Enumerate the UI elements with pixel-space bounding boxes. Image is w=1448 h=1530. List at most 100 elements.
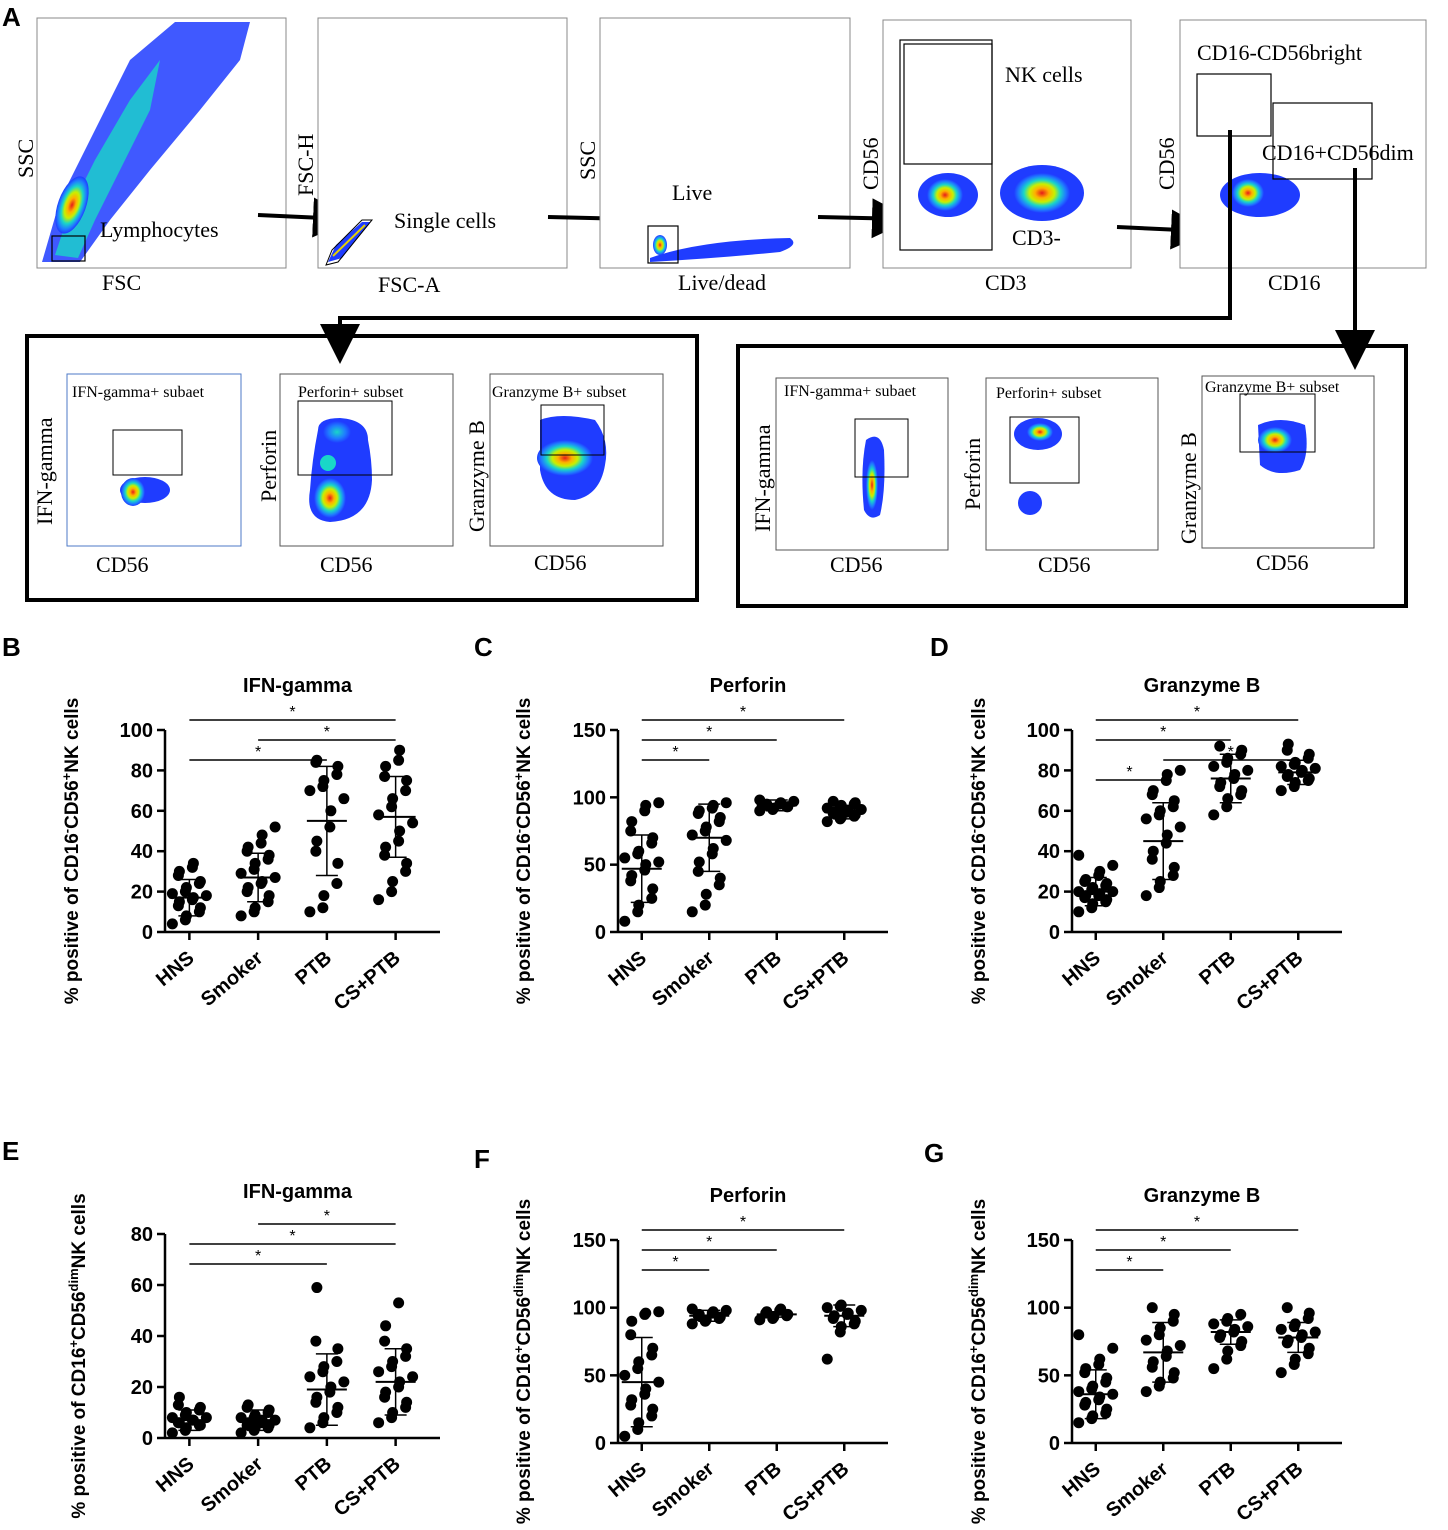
- data-point: [194, 902, 206, 914]
- flow-gate-cd56bright: CD16-CD56bright: [1197, 40, 1362, 65]
- y-axis-label: % positive of CD16+CD56dimNK cells: [511, 1199, 536, 1524]
- data-point: [380, 1386, 392, 1398]
- data-point: [821, 816, 833, 828]
- data-point: [1215, 1329, 1227, 1341]
- flow-sub-ylabel: IFN-gamma: [32, 417, 57, 525]
- significance-star: *: [740, 1214, 746, 1231]
- significance-star: *: [1126, 1254, 1132, 1271]
- data-point: [699, 899, 711, 911]
- x-tick-label: HNS: [604, 947, 650, 991]
- significance-star: *: [1126, 764, 1132, 781]
- chart-c: 0 50 100 150 Perforin % positive of CD16-CD56…: [511, 675, 888, 1015]
- data-point: [821, 1302, 833, 1314]
- data-point: [1101, 1403, 1113, 1415]
- data-point: [1073, 1417, 1085, 1429]
- x-tick-label: Smoker: [648, 947, 719, 1011]
- data-point: [166, 1412, 178, 1424]
- data-point: [640, 859, 652, 871]
- data-point: [373, 1366, 385, 1378]
- y-axis-label: % positive of CD16+CD56dimNK cells: [966, 1199, 991, 1524]
- data-point: [1073, 906, 1085, 918]
- data-point: [393, 835, 405, 847]
- data-point: [1140, 890, 1152, 902]
- x-tick-label: HNS: [604, 1458, 650, 1502]
- data-point: [331, 878, 343, 890]
- data-point: [386, 886, 398, 898]
- data-point: [707, 799, 719, 811]
- x-tick-label: CS+PTB: [778, 947, 853, 1015]
- data-point: [1235, 1308, 1247, 1320]
- significance-star: *: [672, 744, 678, 761]
- x-tick-label: PTB: [1195, 1458, 1240, 1501]
- data-point: [720, 797, 732, 809]
- data-point: [194, 876, 206, 887]
- data-point: [393, 754, 405, 766]
- data-point: [1208, 809, 1220, 821]
- data-point: [256, 876, 268, 887]
- data-point: [1289, 1318, 1301, 1330]
- data-point: [242, 882, 254, 894]
- data-point: [1174, 821, 1186, 833]
- flow-plot-live: Live SSC Live/dead: [575, 17, 851, 295]
- data-point: [626, 816, 638, 828]
- flow-sub-right-ifn: IFN-gamma+ subaet IFN-gamma CD56: [750, 377, 949, 577]
- significance-star: *: [324, 724, 330, 741]
- y-tick-label: 0: [595, 1433, 606, 1455]
- data-point: [394, 744, 406, 756]
- y-axis-label: % positive of CD16-CD56+NK cells: [966, 698, 991, 1005]
- data-point: [1282, 1334, 1294, 1346]
- data-point: [235, 1412, 247, 1424]
- data-point: [693, 856, 705, 868]
- y-tick-label: 100: [1027, 720, 1060, 742]
- flow-sub-ylabel: Perforin: [256, 430, 281, 502]
- data-point: [1161, 768, 1173, 780]
- flow-sub-xlabel: CD56: [1038, 552, 1091, 577]
- chart-title: Perforin: [710, 1185, 787, 1207]
- data-point: [380, 760, 392, 772]
- data-point: [647, 883, 659, 895]
- x-tick-label: CS+PTB: [330, 1453, 405, 1521]
- data-point: [827, 795, 839, 807]
- chart-title: Perforin: [710, 675, 787, 697]
- data-point: [1073, 1329, 1085, 1341]
- flow-sub-title: Perforin+ subset: [298, 384, 404, 401]
- flow-sub-right-perforin: Perforin+ subset Perforin CD56: [960, 377, 1159, 577]
- y-tick-label: 80: [131, 1224, 153, 1246]
- flow-gate-cd56dim: CD16+CD56dim: [1262, 140, 1414, 165]
- x-tick-label: HNS: [1058, 1458, 1104, 1502]
- data-point: [387, 1407, 399, 1418]
- data-point: [1208, 1363, 1220, 1375]
- data-point: [686, 906, 698, 918]
- data-point: [1174, 1340, 1186, 1352]
- significance-star: *: [255, 744, 261, 761]
- data-point: [1154, 805, 1166, 817]
- data-point: [1167, 869, 1179, 881]
- flow-sub-ylabel: Granzyme B: [464, 420, 489, 532]
- data-point: [263, 849, 275, 861]
- data-point: [304, 1371, 316, 1383]
- data-point: [647, 1342, 659, 1354]
- data-point: [235, 910, 247, 922]
- y-tick-label: 150: [573, 720, 606, 742]
- data-point: [311, 1282, 323, 1294]
- data-point: [640, 799, 652, 811]
- data-point: [318, 775, 330, 786]
- data-point: [318, 890, 330, 902]
- panel-letter-c: C: [474, 632, 493, 662]
- y-tick-label: 20: [131, 1377, 153, 1399]
- y-tick-label: 40: [131, 1326, 153, 1348]
- data-point: [625, 1329, 637, 1341]
- data-point: [325, 805, 337, 817]
- data-point: [331, 768, 343, 780]
- data-point: [269, 821, 281, 833]
- data-point: [653, 797, 665, 809]
- significance-star: *: [740, 704, 746, 721]
- data-point: [1222, 1312, 1234, 1324]
- chart-title: Granzyme B: [1144, 1185, 1261, 1207]
- significance-star: *: [255, 1248, 261, 1265]
- data-point: [1229, 768, 1241, 780]
- data-point: [324, 821, 336, 833]
- data-point: [401, 857, 413, 869]
- data-point: [686, 829, 698, 841]
- flow-ylabel-ssc-2: SSC: [575, 141, 600, 180]
